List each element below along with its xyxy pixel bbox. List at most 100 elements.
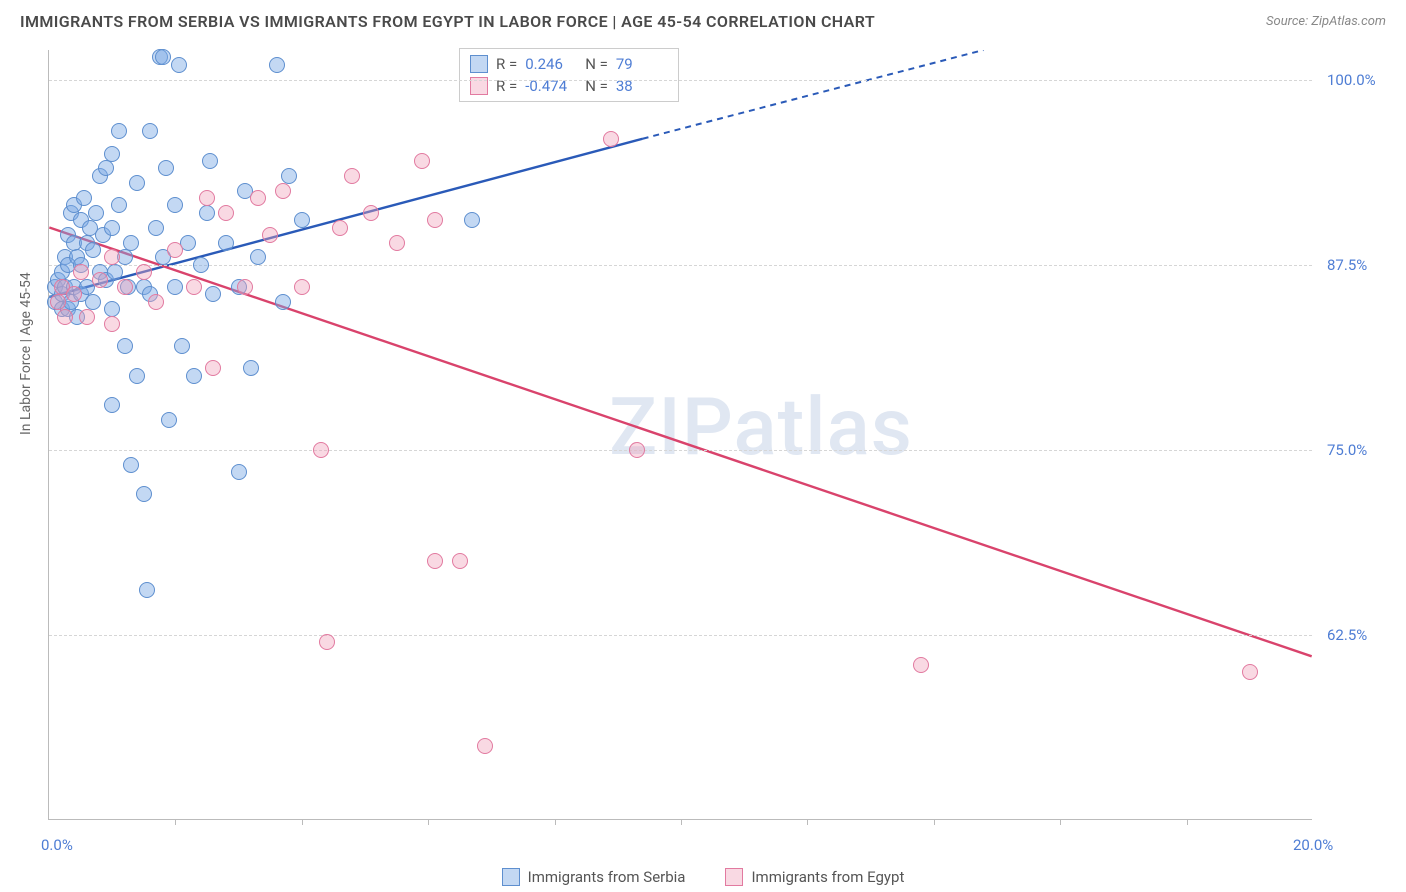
y-tick-label: 87.5%	[1327, 256, 1367, 274]
scatter-point	[92, 272, 108, 288]
scatter-point	[313, 442, 329, 458]
scatter-point	[332, 220, 348, 236]
scatter-point	[294, 212, 310, 228]
r-label: R =	[496, 55, 517, 73]
legend-swatch	[725, 868, 743, 886]
scatter-point	[107, 264, 123, 280]
scatter-point	[104, 220, 120, 236]
x-tick-mark	[807, 819, 808, 825]
legend-swatch	[470, 55, 488, 73]
regression-lines	[49, 50, 1312, 819]
scatter-point	[104, 301, 120, 317]
scatter-point	[57, 309, 73, 325]
scatter-point	[117, 338, 133, 354]
scatter-point	[243, 360, 259, 376]
scatter-point	[389, 235, 405, 251]
scatter-point	[186, 279, 202, 295]
scatter-point	[85, 294, 101, 310]
scatter-point	[363, 205, 379, 221]
scatter-point	[171, 57, 187, 73]
scatter-point	[427, 553, 443, 569]
scatter-point	[136, 264, 152, 280]
scatter-point	[199, 190, 215, 206]
scatter-point	[452, 553, 468, 569]
scatter-point	[167, 197, 183, 213]
source-label: Source: ZipAtlas.com	[1266, 14, 1386, 29]
stats-legend: R =0.246N =79R =-0.474N =38	[459, 48, 679, 102]
bottom-legend-item: Immigrants from Serbia	[502, 868, 686, 886]
n-value: 79	[616, 55, 668, 73]
gridline-h	[49, 265, 1312, 266]
scatter-point	[98, 160, 114, 176]
scatter-point	[104, 146, 120, 162]
x-min-label: 0.0%	[41, 836, 73, 854]
stats-legend-row: R =-0.474N =38	[470, 75, 668, 97]
scatter-point	[136, 486, 152, 502]
scatter-point	[158, 160, 174, 176]
scatter-point	[104, 397, 120, 413]
scatter-point	[129, 368, 145, 384]
scatter-point	[88, 205, 104, 221]
scatter-point	[174, 338, 190, 354]
r-value: 0.246	[525, 55, 577, 73]
scatter-point	[344, 168, 360, 184]
scatter-point	[477, 738, 493, 754]
scatter-point	[111, 197, 127, 213]
scatter-point	[913, 657, 929, 673]
x-tick-mark	[1060, 819, 1061, 825]
scatter-point	[117, 279, 133, 295]
scatter-point	[275, 183, 291, 199]
scatter-point	[139, 582, 155, 598]
title-bar: IMMIGRANTS FROM SERBIA VS IMMIGRANTS FRO…	[0, 0, 1406, 39]
scatter-point	[231, 464, 247, 480]
scatter-point	[123, 457, 139, 473]
x-tick-mark	[1187, 819, 1188, 825]
chart-area: ZIPatlas R =0.246N =79R =-0.474N =38 62.…	[48, 50, 1312, 820]
gridline-h	[49, 635, 1312, 636]
scatter-point	[205, 286, 221, 302]
scatter-point	[464, 212, 480, 228]
scatter-point	[104, 316, 120, 332]
scatter-point	[167, 279, 183, 295]
scatter-point	[275, 294, 291, 310]
scatter-point	[262, 227, 278, 243]
scatter-point	[281, 168, 297, 184]
scatter-point	[193, 257, 209, 273]
watermark: ZIPatlas	[609, 380, 913, 474]
scatter-point	[155, 49, 171, 65]
scatter-point	[186, 368, 202, 384]
y-tick-label: 62.5%	[1327, 626, 1367, 644]
scatter-point	[319, 634, 335, 650]
scatter-point	[414, 153, 430, 169]
scatter-point	[427, 212, 443, 228]
legend-swatch	[502, 868, 520, 886]
scatter-point	[167, 242, 183, 258]
scatter-point	[148, 294, 164, 310]
bottom-legend: Immigrants from Serbia Immigrants from Eg…	[0, 868, 1406, 886]
x-tick-mark	[428, 819, 429, 825]
x-tick-mark	[681, 819, 682, 825]
scatter-point	[603, 131, 619, 147]
legend-label: Immigrants from Egypt	[751, 868, 904, 886]
scatter-point	[250, 249, 266, 265]
x-tick-mark	[302, 819, 303, 825]
scatter-point	[199, 205, 215, 221]
y-tick-label: 100.0%	[1327, 71, 1376, 89]
scatter-point	[237, 279, 253, 295]
x-max-label: 20.0%	[1293, 836, 1333, 854]
x-tick-mark	[555, 819, 556, 825]
scatter-point	[123, 235, 139, 251]
scatter-point	[129, 175, 145, 191]
legend-label: Immigrants from Serbia	[528, 868, 686, 886]
scatter-point	[1242, 664, 1258, 680]
scatter-point	[269, 57, 285, 73]
scatter-point	[250, 190, 266, 206]
scatter-point	[202, 153, 218, 169]
scatter-point	[142, 123, 158, 139]
scatter-point	[85, 242, 101, 258]
scatter-point	[79, 309, 95, 325]
scatter-point	[111, 123, 127, 139]
stats-legend-row: R =0.246N =79	[470, 53, 668, 75]
y-axis-title: In Labor Force | Age 45-54	[18, 272, 34, 435]
scatter-point	[218, 205, 234, 221]
